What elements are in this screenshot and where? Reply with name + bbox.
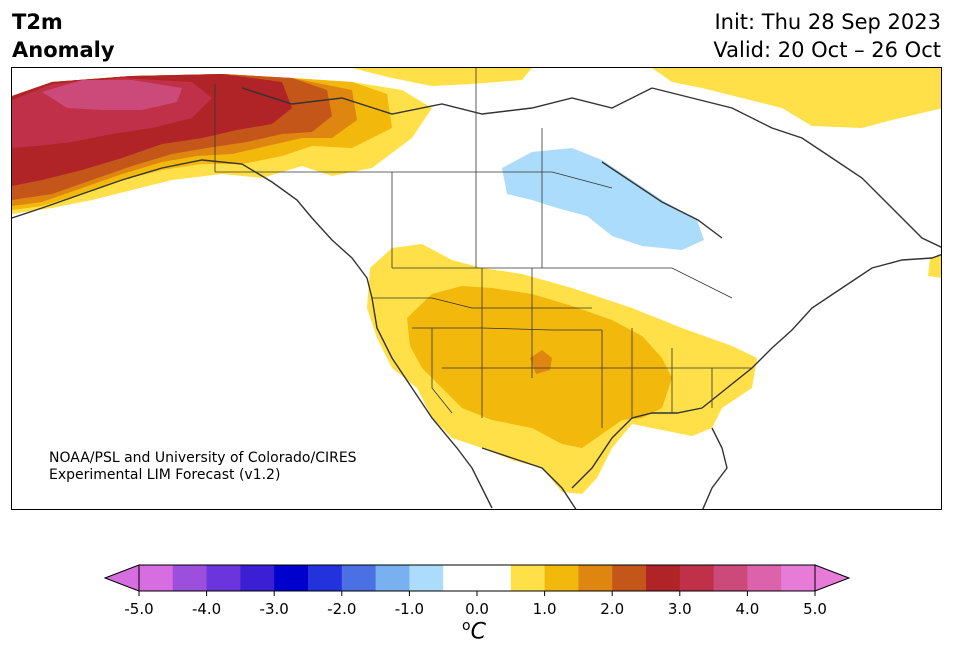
- colorbar-ticks: [138, 591, 816, 596]
- colorbar-cell: [240, 565, 275, 591]
- init-date: Init: Thu 28 Sep 2023: [714, 10, 941, 34]
- colorbar-cell: [477, 565, 512, 591]
- colorbar-cell: [578, 565, 613, 591]
- colorbar-cell: [139, 565, 174, 591]
- anomaly-map: [11, 67, 942, 510]
- colorbar-over-arrow: [814, 564, 851, 592]
- variable-title: T2m Anomaly: [12, 8, 115, 64]
- colorbar-tick-label: 0.0: [465, 600, 489, 618]
- colorbar-cell: [172, 565, 208, 591]
- colorbar-cell: [713, 565, 748, 591]
- colorbar-tick-label: -2.0: [327, 600, 357, 618]
- arctic-anomaly-yellow-2: [352, 68, 532, 86]
- colorbar-tick-label: 1.0: [532, 600, 557, 618]
- credit-line2: Experimental LIM Forecast (v1.2): [49, 467, 281, 483]
- colorbar-tick-label: -1.0: [394, 600, 425, 618]
- colorbar-cell: [612, 565, 647, 591]
- colorbar-cell: [308, 565, 343, 591]
- colorbar-tick-label: 2.0: [600, 600, 625, 618]
- date-info: Init: Thu 28 Sep 2023 Valid: 20 Oct – 26…: [713, 8, 941, 64]
- colorbar-tick-label: 3.0: [667, 600, 692, 618]
- arctic-anomaly-yellow: [652, 68, 941, 128]
- colorbar-cells: [139, 565, 816, 591]
- colorbar-tick-label: -5.0: [124, 600, 154, 618]
- colorbar-tick-label: -4.0: [191, 600, 222, 618]
- valid-date: Valid: 20 Oct – 26 Oct: [713, 38, 941, 62]
- colorbar-under-arrow: [103, 564, 140, 592]
- canada-anomaly-light-blue: [502, 148, 704, 250]
- colorbar-cell: [544, 565, 579, 591]
- colorbar-cell: [781, 565, 816, 591]
- colorbar-cell: [274, 565, 309, 591]
- colorbar-tick-label: -3.0: [259, 600, 289, 618]
- alaska-anomaly-pink: [42, 80, 182, 110]
- coastlines: [12, 87, 941, 509]
- colorbar-cell: [341, 565, 377, 591]
- unit-symbol: C: [470, 619, 486, 645]
- credit-text: NOAA/PSL and University of Colorado/CIRE…: [49, 450, 357, 484]
- east-anomaly-yellow: [928, 254, 941, 278]
- colorbar-cell: [747, 565, 782, 591]
- unit-label: oC: [462, 618, 486, 644]
- colorbar-cell: [206, 565, 241, 591]
- colorbar-tick-label: 4.0: [735, 600, 760, 618]
- map-canvas: [12, 68, 941, 509]
- colorbar-tick-label: 5.0: [803, 600, 827, 618]
- colorbar-cell: [679, 565, 715, 591]
- variable-title-line2: Anomaly: [12, 38, 115, 62]
- colorbar-cell: [443, 565, 478, 591]
- colorbar: [103, 564, 851, 596]
- colorbar-cell: [646, 565, 681, 591]
- credit-line1: NOAA/PSL and University of Colorado/CIRE…: [49, 450, 357, 466]
- political-borders: [214, 68, 752, 428]
- colorbar-cell: [375, 565, 410, 591]
- variable-title-line1: T2m: [12, 10, 63, 34]
- unit-degree: o: [462, 618, 471, 634]
- colorbar-cell: [409, 565, 444, 591]
- colorbar-cell: [510, 565, 546, 591]
